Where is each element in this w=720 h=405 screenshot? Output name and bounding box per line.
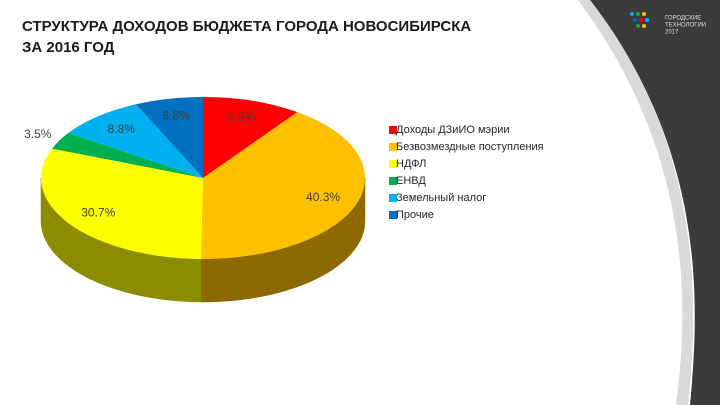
pie-slice-side	[40, 177, 202, 303]
logo-text: ТЕХНОЛОГИИ	[665, 23, 706, 29]
legend-label: Земельный налог	[396, 192, 486, 204]
data-label: 9.9%	[228, 110, 256, 124]
data-label: 6.8%	[163, 108, 191, 122]
legend-swatch	[389, 126, 397, 134]
logo-text: 2017	[665, 30, 679, 36]
legend-label: НДФЛ	[396, 158, 426, 170]
side-band	[590, 0, 720, 405]
legend-label: Доходы ДЗиИО мэрии	[396, 124, 510, 136]
data-label: 3.5%	[24, 127, 52, 141]
logo-text: ГОРОДСКИЕ	[665, 16, 701, 22]
pie-slice	[135, 97, 203, 178]
pie-slice	[52, 132, 203, 178]
data-label: 40.3%	[306, 190, 340, 204]
legend-swatch	[389, 177, 397, 185]
legend-swatch	[389, 211, 397, 219]
pie-slice	[40, 148, 204, 259]
chart-title: СТРУКТУРА ДОХОДОВ БЮДЖЕТА ГОРОДА НОВОСИБ…	[22, 18, 471, 35]
pie-slice	[200, 112, 365, 259]
logo-icon	[630, 12, 649, 28]
legend-swatch	[389, 194, 397, 202]
data-label: 8.8%	[108, 122, 136, 136]
legend-swatch	[389, 143, 397, 151]
legend-label: Прочие	[396, 209, 434, 221]
legend-label: Безвозмездные поступления	[396, 141, 544, 153]
legend-label: ЕНВД	[396, 175, 426, 187]
chart-title: ЗА 2016 ГОД	[22, 39, 115, 56]
pie-slice	[203, 97, 298, 178]
pie-slice	[68, 104, 203, 178]
data-label: 30.7%	[81, 206, 115, 220]
legend-swatch	[389, 160, 397, 168]
side-curve	[578, 0, 694, 405]
